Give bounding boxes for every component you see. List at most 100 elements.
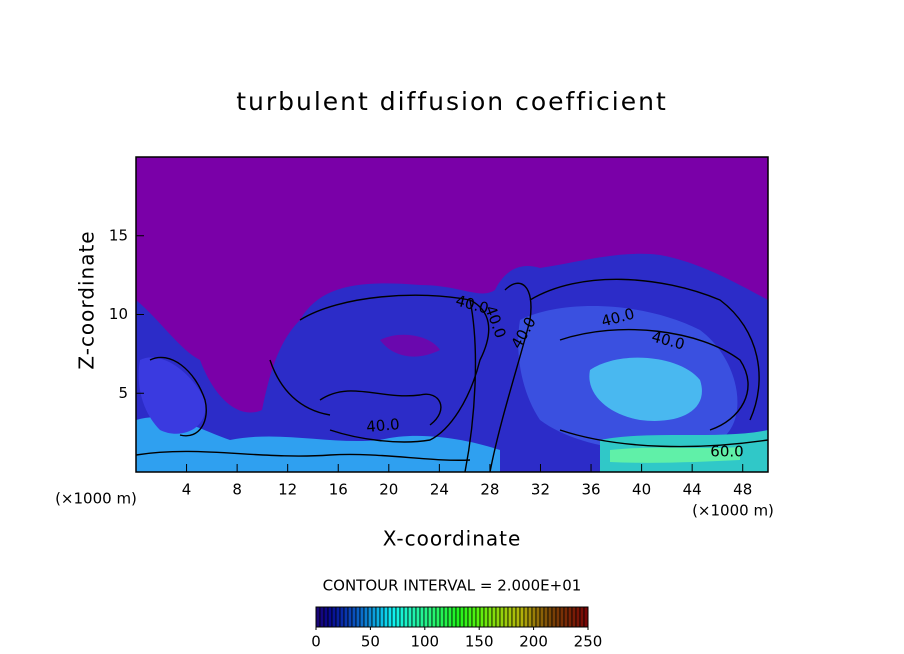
colorbar-swatch xyxy=(367,606,373,628)
colorbar-swatch xyxy=(331,606,337,628)
colorbar-swatch xyxy=(419,606,425,628)
colorbar-swatch xyxy=(531,606,537,628)
y-axis-title: Z-coordinate xyxy=(75,230,99,369)
colorbar-swatch xyxy=(399,606,405,628)
colorbar-swatch xyxy=(315,606,321,628)
x-tick-label: 24 xyxy=(430,481,449,499)
colorbar-swatch xyxy=(483,606,489,628)
colorbar-swatch xyxy=(583,606,589,628)
colorbar-swatch xyxy=(451,606,457,628)
colorbar-swatch xyxy=(571,606,577,628)
colorbar-swatch xyxy=(547,606,553,628)
contour-field xyxy=(136,157,768,472)
colorbar-tick-label: 0 xyxy=(311,633,321,651)
x-tick-label: 44 xyxy=(683,481,702,499)
colorbar-swatch xyxy=(391,606,397,628)
colorbar-swatch xyxy=(475,606,481,628)
x-tick-label: 4 xyxy=(182,481,192,499)
colorbar-swatch xyxy=(427,606,433,628)
x-tick-label: 32 xyxy=(531,481,550,499)
colorbar-swatch xyxy=(355,606,361,628)
colorbar-swatch xyxy=(351,606,357,628)
colorbar-swatch xyxy=(519,606,525,628)
colorbar-swatch xyxy=(555,606,561,628)
colorbar-tick-label: 200 xyxy=(519,633,548,651)
colorbar-swatch xyxy=(383,606,389,628)
colorbar-swatch xyxy=(407,606,413,628)
colorbar-tick-label: 50 xyxy=(361,633,380,651)
colorbar-swatch xyxy=(495,606,501,628)
colorbar-swatch xyxy=(343,606,349,628)
colorbar-swatch xyxy=(359,606,365,628)
colorbar-tick-label: 150 xyxy=(465,633,494,651)
colorbar-swatch xyxy=(523,606,529,628)
y-tick-label: 15 xyxy=(109,226,128,244)
colorbar-swatch xyxy=(339,606,345,628)
colorbar-swatch xyxy=(491,606,497,628)
colorbar-swatch xyxy=(335,606,341,628)
colorbar-swatch xyxy=(527,606,533,628)
colorbar-swatch xyxy=(479,606,485,628)
colorbar-swatch xyxy=(415,606,421,628)
colorbar-frame xyxy=(315,606,589,628)
colorbar-swatch xyxy=(511,606,517,628)
colorbar-swatch xyxy=(455,606,461,628)
colorbar-swatch xyxy=(559,606,565,628)
colorbar-swatch xyxy=(431,606,437,628)
x-tick-label: 16 xyxy=(329,481,348,499)
x-tick-label: 40 xyxy=(632,481,651,499)
colorbar-swatch xyxy=(487,606,493,628)
colorbar-swatch xyxy=(439,606,445,628)
colorbar-swatch xyxy=(447,606,453,628)
chart-title: turbulent diffusion coefficient xyxy=(236,87,668,116)
y-tick-label: 5 xyxy=(118,384,128,402)
colorbar-swatch xyxy=(375,606,381,628)
colorbar-swatch xyxy=(435,606,441,628)
colorbar-swatch xyxy=(467,606,473,628)
colorbar-swatch xyxy=(563,606,569,628)
colorbar-swatch xyxy=(471,606,477,628)
colorbar-swatch xyxy=(539,606,545,628)
colorbar-swatch xyxy=(395,606,401,628)
colorbar-swatch xyxy=(463,606,469,628)
colorbar-swatch xyxy=(371,606,377,628)
colorbar-swatch xyxy=(575,606,581,628)
y-tick-label: 10 xyxy=(109,305,128,323)
colorbar-swatch xyxy=(379,606,385,628)
colorbar-swatch xyxy=(499,606,505,628)
colorbar-swatch xyxy=(507,606,513,628)
contour-label: 60.0 xyxy=(710,443,743,461)
colorbar-swatch xyxy=(403,606,409,628)
contour-label: 40.0 xyxy=(366,415,401,436)
colorbar-swatch xyxy=(551,606,557,628)
contour-interval: CONTOUR INTERVAL = 2.000E+01 xyxy=(323,577,582,595)
colorbar-swatch xyxy=(323,606,329,628)
colorbar-swatch xyxy=(459,606,465,628)
x-tick-label: 28 xyxy=(480,481,499,499)
x-unit-label: (×1000 m) xyxy=(692,502,774,520)
colorbar-swatch xyxy=(327,606,333,628)
colorbar-swatch xyxy=(443,606,449,628)
colorbar-swatch xyxy=(363,606,369,628)
x-axis-title: X-coordinate xyxy=(383,527,522,551)
x-tick-label: 20 xyxy=(379,481,398,499)
colorbar-tick-label: 100 xyxy=(410,633,439,651)
x-tick-label: 8 xyxy=(232,481,242,499)
colorbar-tick-label: 250 xyxy=(574,633,603,651)
x-unit-label: (×1000 m) xyxy=(55,490,137,508)
colorbar-swatch xyxy=(579,606,585,628)
colorbar-swatch xyxy=(411,606,417,628)
colorbar-swatch xyxy=(319,606,325,628)
colorbar-swatch xyxy=(387,606,393,628)
colorbar-swatch xyxy=(347,606,353,628)
colorbar-swatch xyxy=(535,606,541,628)
colorbar-swatch xyxy=(515,606,521,628)
colorbar-swatch xyxy=(543,606,549,628)
x-tick-label: 12 xyxy=(278,481,297,499)
colorbar-swatch xyxy=(503,606,509,628)
x-tick-label: 36 xyxy=(581,481,600,499)
colorbar-swatch xyxy=(423,606,429,628)
x-tick-label: 48 xyxy=(733,481,752,499)
colorbar-swatch xyxy=(567,606,573,628)
